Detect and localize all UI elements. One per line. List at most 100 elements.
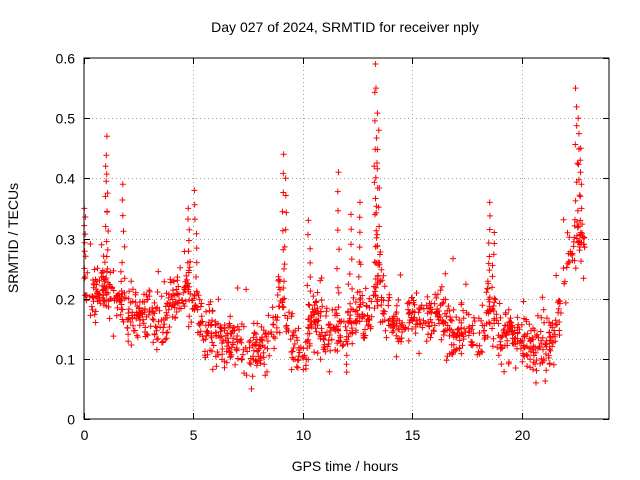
data-point <box>373 135 380 141</box>
data-point <box>153 305 159 312</box>
data-point <box>185 216 191 223</box>
data-point <box>116 296 123 303</box>
data-point <box>215 320 222 327</box>
data-point <box>547 347 554 354</box>
data-point <box>280 304 287 311</box>
data-point <box>119 259 126 266</box>
data-point <box>287 336 294 343</box>
data-point <box>169 296 176 303</box>
data-point <box>334 188 341 195</box>
data-point <box>362 285 369 292</box>
data-point <box>289 332 296 339</box>
data-point <box>575 176 582 183</box>
data-point <box>231 324 238 331</box>
data-point <box>257 353 264 360</box>
data-point <box>433 309 440 315</box>
data-point <box>193 230 200 237</box>
data-point <box>81 248 88 255</box>
data-point <box>522 344 528 351</box>
data-point <box>225 324 232 331</box>
data-point <box>405 337 412 344</box>
data-point <box>113 312 120 319</box>
data-point <box>99 287 106 294</box>
data-point <box>269 304 276 311</box>
plot-frame <box>83 57 610 420</box>
data-point <box>90 298 97 305</box>
data-point <box>92 319 99 326</box>
data-point <box>520 298 527 305</box>
data-point <box>560 265 567 272</box>
data-point <box>577 157 584 164</box>
data-point <box>343 352 350 359</box>
data-point <box>138 309 145 316</box>
data-point <box>371 163 378 170</box>
data-point <box>261 361 268 368</box>
data-point <box>542 378 549 384</box>
data-point <box>234 285 241 291</box>
data-point <box>379 310 386 317</box>
data-point <box>343 369 350 376</box>
data-point <box>320 336 327 343</box>
data-point <box>221 327 228 334</box>
data-point <box>442 270 449 277</box>
data-point <box>129 298 136 305</box>
data-point <box>489 284 495 291</box>
data-point <box>524 363 531 370</box>
data-point <box>546 329 553 336</box>
data-point <box>234 323 241 330</box>
data-point <box>192 302 198 309</box>
data-point <box>343 361 350 368</box>
data-point <box>444 353 451 360</box>
data-point <box>416 316 423 323</box>
data-point <box>335 289 342 296</box>
data-point <box>409 318 416 324</box>
data-point <box>484 285 491 292</box>
data-point <box>96 277 103 284</box>
data-point <box>375 127 382 134</box>
data-point <box>521 333 528 340</box>
data-point <box>103 253 110 260</box>
data-point <box>364 322 371 329</box>
data-point <box>125 338 132 345</box>
data-point <box>543 367 550 374</box>
data-point <box>101 259 108 266</box>
data-point <box>485 260 492 267</box>
data-point <box>100 276 107 282</box>
data-point <box>371 89 378 96</box>
data-point <box>213 363 220 370</box>
y-tick-label: 0 <box>67 412 75 428</box>
data-point <box>390 318 397 325</box>
data-point <box>431 328 437 335</box>
data-point <box>296 347 302 353</box>
data-point <box>264 345 271 352</box>
data-point <box>538 314 545 321</box>
data-point <box>553 272 560 279</box>
data-point <box>373 85 379 92</box>
data-point <box>248 385 255 392</box>
data-point <box>542 341 549 348</box>
data-point <box>572 197 579 204</box>
data-point <box>129 286 136 293</box>
data-point <box>279 296 286 303</box>
data-point <box>544 315 550 322</box>
data-point <box>349 330 356 337</box>
data-point <box>449 329 456 336</box>
data-point <box>470 314 477 321</box>
data-point <box>537 328 544 335</box>
data-point <box>103 171 110 178</box>
data-point <box>462 281 469 288</box>
data-point <box>489 343 496 350</box>
data-point <box>517 337 524 344</box>
data-point <box>444 307 451 314</box>
data-point <box>253 362 260 369</box>
data-point <box>481 332 488 339</box>
data-point <box>173 309 180 315</box>
data-point <box>374 160 380 166</box>
data-point <box>580 275 587 282</box>
data-point <box>273 329 280 336</box>
data-point <box>209 366 216 373</box>
data-point <box>489 262 496 269</box>
data-point <box>264 368 270 375</box>
data-point <box>397 272 404 278</box>
data-point <box>274 314 281 321</box>
